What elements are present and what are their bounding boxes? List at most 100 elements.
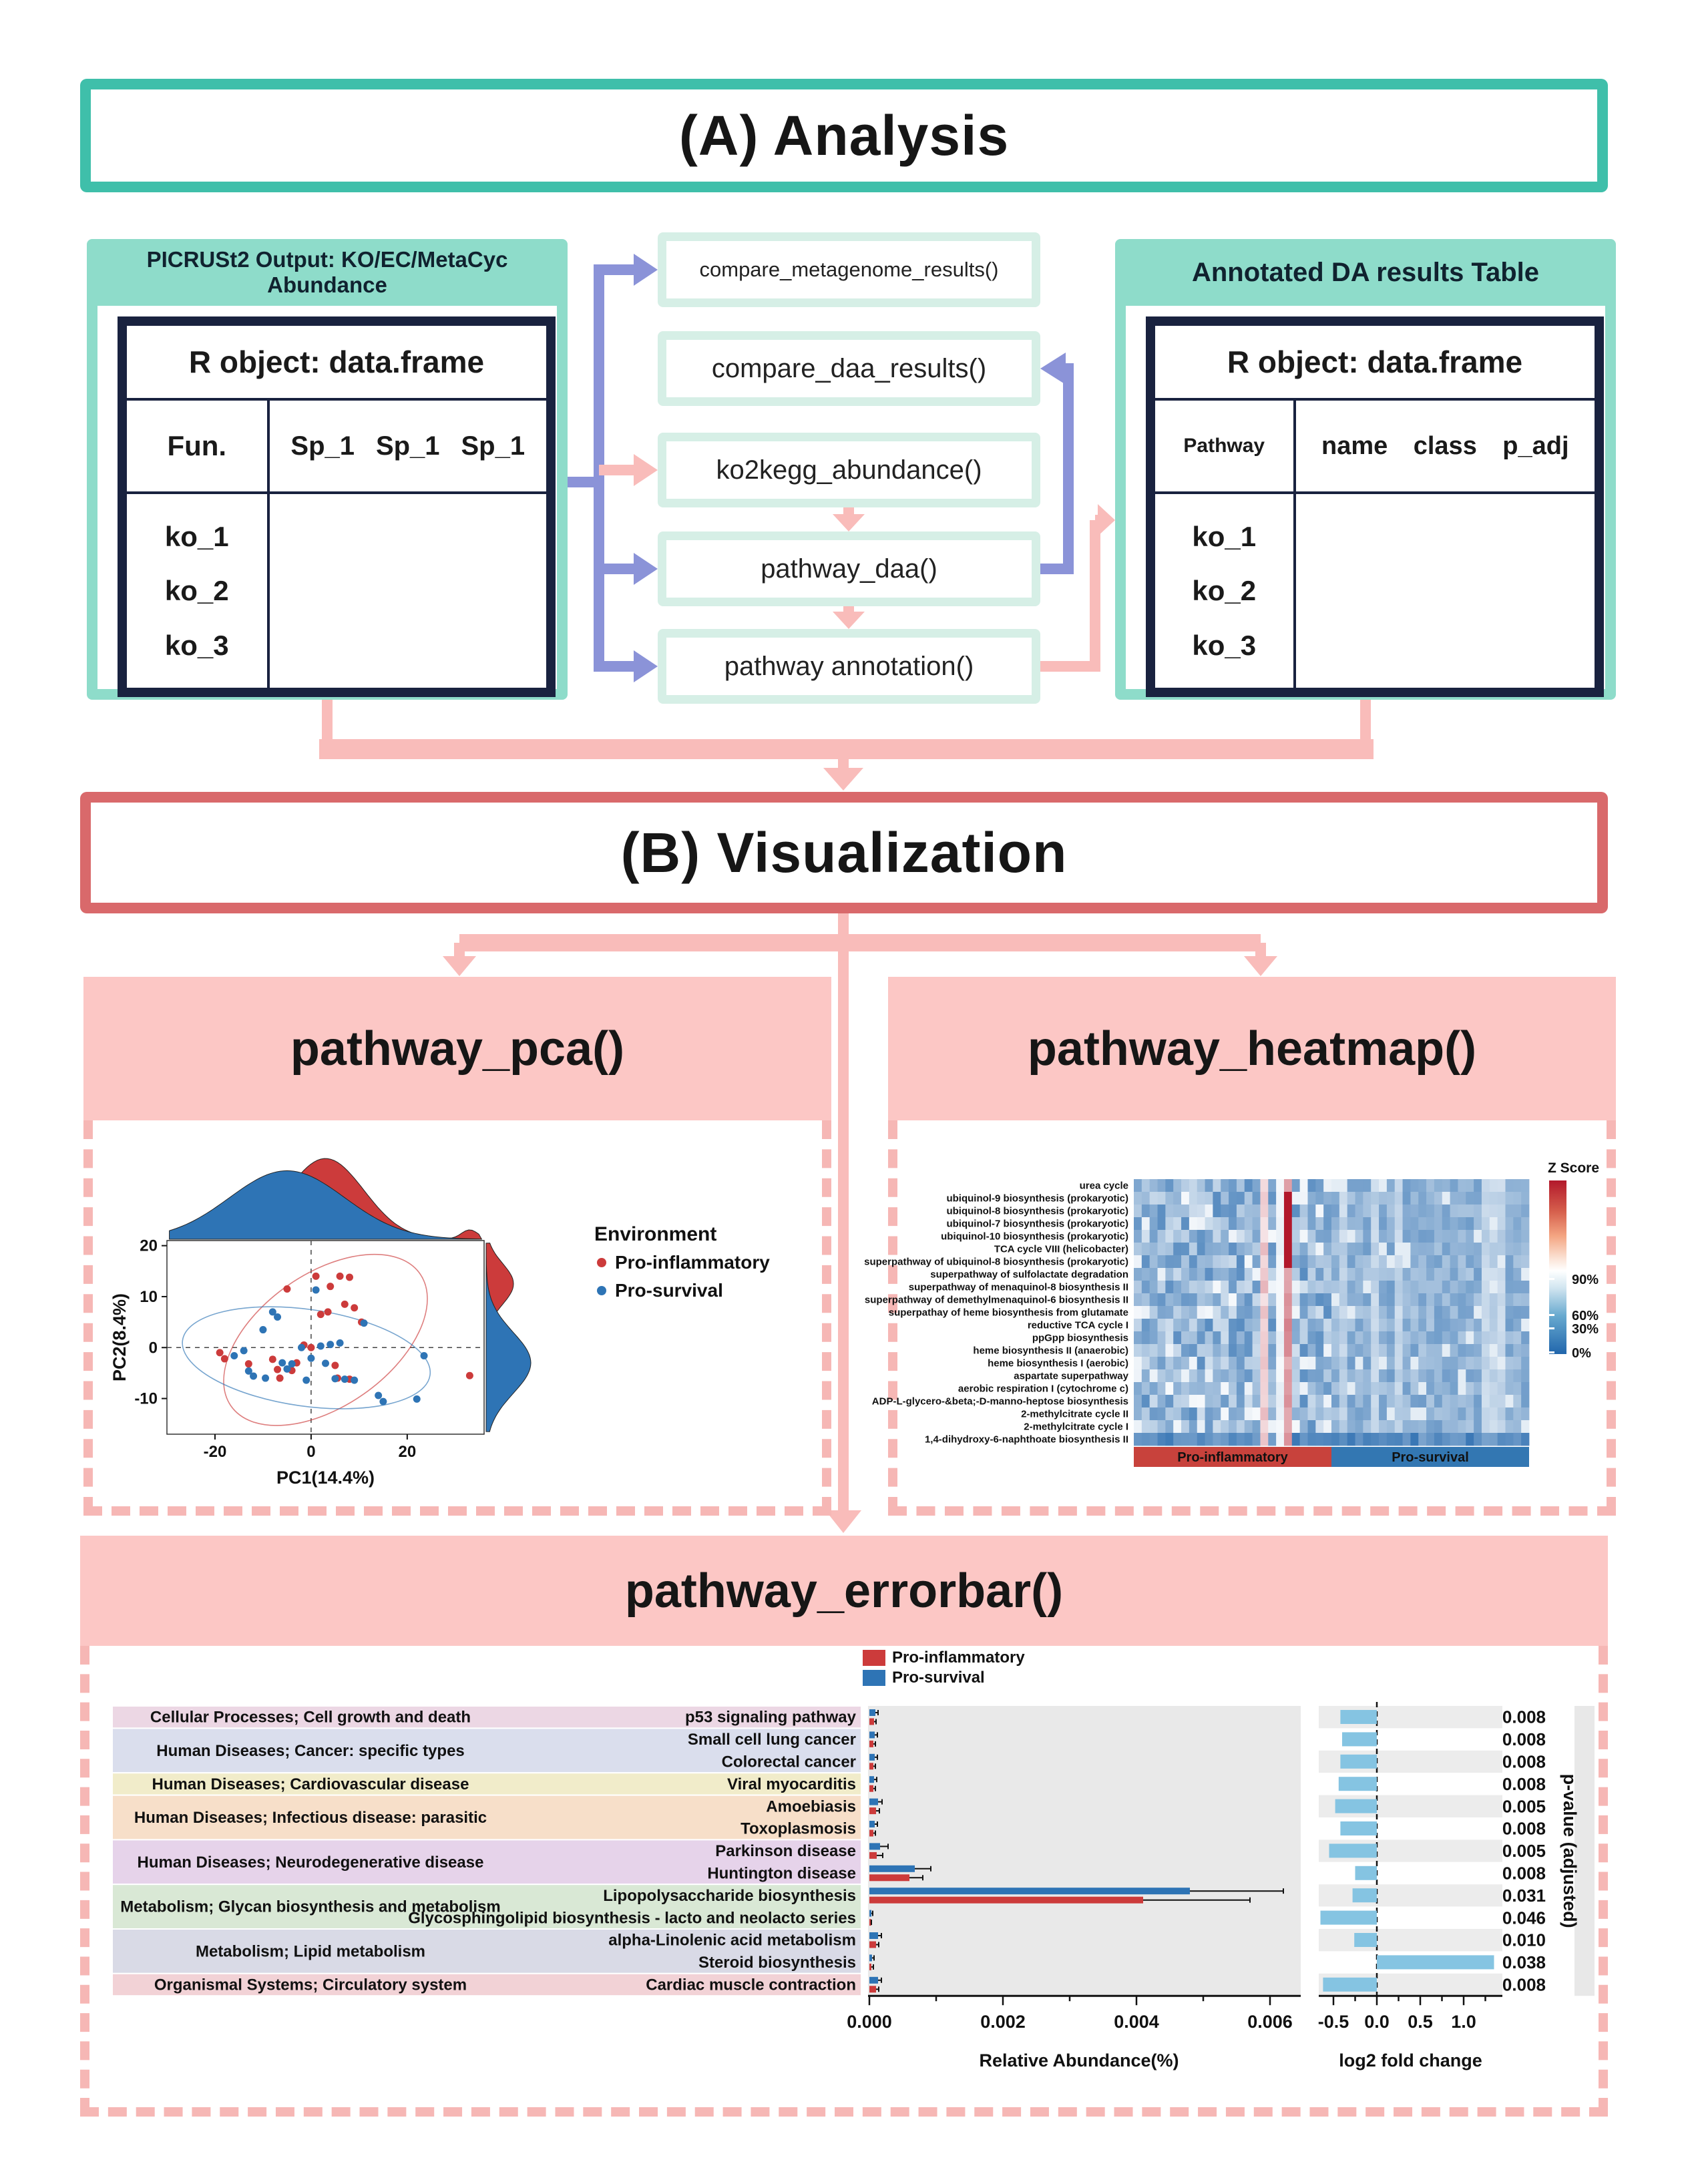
abundance-table: R object: data.frame Fun. Sp_1 Sp_1 Sp_1 k… [118,316,556,697]
pca-top-density-survival [169,1170,482,1240]
pathway-label: Colorectal cancer [722,1753,856,1771]
errorbar-group-band [112,1772,862,1796]
log2-tick: 1.0 [1451,2012,1476,2032]
errorbar-legend-swatch [863,1670,885,1686]
heatmap-group-bar [1331,1447,1529,1467]
p-value: 0.008 [1502,1864,1546,1884]
errorbar-group-band [112,1839,862,1886]
errorbar-group-band [112,1884,862,1930]
pathway-label: Small cell lung cancer [688,1731,856,1749]
log2fc-bar [1320,1910,1377,1925]
svg-text:aerobic respiration I (cytochr: aerobic respiration I (cytochrome c) [958,1383,1128,1395]
abundance-bar-inflammatory [869,1896,1143,1904]
p-value: 0.008 [1502,1752,1546,1772]
svg-text:TCA cycle VIII (helicobacter): TCA cycle VIII (helicobacter) [994,1244,1128,1255]
abundance-bar-inflammatory [869,1986,876,1993]
abundance-bar-inflammatory [869,1740,873,1747]
errorbar-group-band [112,1794,862,1841]
heatmap-group-label: Pro-inflammatory [1177,1450,1288,1465]
function-box-compare-metagenome-results: compare_metagenome_results() [658,232,1040,307]
svg-text:2-methylcitrate cycle II: 2-methylcitrate cycle II [1021,1409,1128,1420]
svg-text:superpathway of demethylmenaqu: superpathway of demethylmenaquinol-6 bio… [865,1295,1128,1306]
abundance-bar-inflammatory [869,1963,871,1970]
function-box-label: compare_metagenome_results() [666,241,1032,298]
ko-row-label: ko_2 [1192,575,1257,606]
section-a-title: (A) Analysis [678,103,1010,167]
function-box-pathway-annotation: pathway annotation() [658,629,1040,704]
log2-tick: 0.0 [1364,2012,1390,2032]
pathway-label: Cardiac muscle contraction [646,1976,856,1994]
picrust2-output-title: PICRUSt2 Output: KO/EC/MetaCyc Abundance [146,247,508,297]
svg-text:ADP-L-glycero-&beta;-D-manno-h: ADP-L-glycero-&beta;-D-manno-heptose bio… [872,1396,1128,1407]
pca-legend-label: Pro-inflammatory [615,1252,770,1273]
section-b-header: (B) Visualization [80,792,1608,913]
sample-column-header: Sp_1 [461,431,525,461]
errorbar-chart: Pro-inflammatory Pro-survival Cellular Pro… [112,1649,1595,2070]
errorbar-group-label: Human Diseases; Cardiovascular disease [152,1775,469,1793]
heatmap-group-bar [1134,1447,1331,1467]
errorbar-group-label: Human Diseases; Neurodegenerative diseas… [138,1853,484,1872]
log2fc-bar [1338,1777,1377,1791]
log2fc-bar [1342,1732,1377,1747]
ko-row-label: ko_3 [1192,629,1257,661]
log2-tick: 0.5 [1408,2012,1433,2032]
abundance-tick: 0.004 [1114,2012,1159,2032]
da-results-table: R object: data.frame Pathway name class p_… [1146,316,1604,697]
annotated-da-panel: R object: data.frame Pathway name class p_… [1126,306,1605,697]
abundance-bar-inflammatory [869,1919,871,1926]
abundance-bar-survival [869,1865,915,1872]
errorbar-panel-title: pathway_errorbar() [624,1564,1064,1618]
pathway-label: Steroid biosynthesis [698,1954,856,1972]
abundance-bar-inflammatory [869,1874,909,1882]
svg-text:20: 20 [398,1443,416,1461]
p-value: 0.008 [1502,1819,1546,1839]
svg-text:0: 0 [306,1443,315,1461]
svg-text:ubiquinol-9 biosynthesis (prok: ubiquinol-9 biosynthesis (prokaryotic) [946,1193,1128,1205]
function-box-ko2kegg-abundance: ko2kegg_abundance() [658,433,1040,507]
abundance-bar-survival [869,1731,875,1739]
abundance-sample-columns: Sp_1 Sp_1 Sp_1 [270,401,546,491]
pca-chart: -20 0 20 -10 0 10 20 PC1(14.4%) PC2(8.4%) Environ… [110,1158,770,1488]
pvalue-axis-title: p-value (adjusted) [1560,1774,1580,1928]
pathway-label: p53 signaling pathway [685,1709,857,1727]
function-box-label: pathway_daa() [666,540,1032,598]
ko-row-label: ko_1 [164,520,229,552]
pathway-label: alpha-Linolenic acid metabolism [608,1932,856,1950]
annotated-da-box: Annotated DA results Table R object: dat… [1115,239,1616,700]
ko-row-label: ko_3 [164,629,229,661]
heatmap-panel-header: pathway_heatmap() [888,977,1616,1120]
abundance-bar-inflammatory [869,1807,876,1815]
pca-ylabel: PC2(8.4%) [110,1293,130,1381]
pca-legend-label: Pro-survival [615,1280,723,1301]
svg-text:ppGpp biosynthesis: ppGpp biosynthesis [1032,1333,1128,1344]
pathway-label: Toxoplasmosis [741,1820,856,1838]
log2fc-bar [1352,1888,1377,1903]
errorbar-group-label: Metabolism; Lipid metabolism [196,1942,425,1960]
svg-text:ubiquinol-10 biosynthesis (pro: ubiquinol-10 biosynthesis (prokaryotic) [941,1231,1128,1243]
p-value: 0.008 [1502,1774,1546,1794]
da-row-labels: ko_1 ko_2 ko_3 [1155,494,1296,688]
errorbar-group-label: Human Diseases; Infectious disease: para… [134,1809,487,1827]
log2fc-bar [1340,1710,1377,1724]
function-box-compare-daa-results: compare_daa_results() [658,331,1040,406]
errorbar-group-label: Metabolism; Glycan biosynthesis and meta… [120,1898,500,1916]
log2fc-bar [1340,1821,1377,1835]
log2fc-bar [1377,1955,1494,1970]
abundance-tick: 0.002 [980,2012,1026,2032]
pathway-label: Glycosphingolipid biosynthesis - lacto a… [408,1909,856,1927]
errorbar-legend-swatch [863,1650,885,1666]
p-value: 0.031 [1502,1886,1546,1906]
p-value: 0.005 [1502,1841,1546,1861]
picrust2-output-box: PICRUSt2 Output: KO/EC/MetaCyc Abundance… [87,239,568,700]
abundance-bar-inflammatory [869,1941,876,1948]
zscore-tick-label: 90% [1572,1273,1599,1287]
section-a-header: (A) Analysis [80,79,1608,192]
sample-column-header: Sp_1 [290,431,355,461]
result-column-header: class [1413,431,1477,460]
heatmap-grid [1134,1179,1530,1446]
pathway-label: Huntington disease [707,1865,856,1883]
svg-text:heme biosynthesis II (anaerobi: heme biosynthesis II (anaerobic) [973,1345,1128,1357]
